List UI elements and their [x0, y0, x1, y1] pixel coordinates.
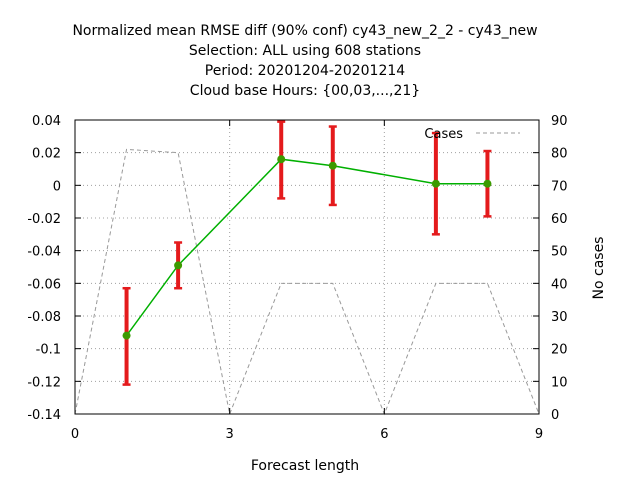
y-tick-label: -0.12 — [27, 375, 61, 390]
axis-ticks — [74, 119, 540, 415]
chart-title: Normalized mean RMSE diff (90% conf) cy4… — [72, 23, 537, 99]
title-line-3: Period: 20201204-20201214 — [205, 63, 405, 79]
y-tick-label: 0.02 — [32, 147, 61, 162]
cases-line — [74, 148, 540, 416]
x-tick-label: 9 — [535, 427, 543, 442]
y-tick-label: 0 — [53, 179, 61, 194]
y-tick-label: -0.06 — [27, 277, 61, 292]
title-line-1: Normalized mean RMSE diff (90% conf) cy4… — [72, 23, 537, 39]
x-tick-labels: 0 3 6 9 — [71, 427, 543, 442]
y2-tick-label: 20 — [551, 343, 568, 358]
data-point — [483, 179, 492, 188]
y-tick-label: -0.04 — [27, 245, 61, 260]
x-tick-label: 6 — [380, 427, 388, 442]
y-tick-label: -0.02 — [27, 212, 61, 227]
data-point — [174, 261, 183, 270]
x-axis-label: Forecast length — [251, 458, 359, 474]
legend-label-cases: Cases — [424, 127, 463, 142]
grid — [75, 120, 539, 414]
y2-tick-label: 40 — [551, 277, 568, 292]
x-tick-label: 0 — [71, 427, 79, 442]
x-tick-label: 3 — [226, 427, 234, 442]
plot-frame — [74, 119, 540, 415]
data-point — [431, 179, 440, 188]
series-line — [125, 158, 488, 337]
y2-tick-label: 10 — [551, 375, 568, 390]
data-point — [277, 155, 286, 164]
y2-tick-label: 0 — [551, 408, 559, 423]
cases-series — [74, 148, 540, 416]
y2-tick-labels: 0 10 20 30 40 50 60 70 80 90 — [551, 114, 568, 423]
legend: Cases — [424, 127, 520, 142]
y-tick-labels: 0.04 0.02 0 -0.02 -0.04 -0.06 -0.08 -0.1 -0.12 -0… — [27, 114, 61, 423]
y-tick-label: 0.04 — [32, 114, 61, 129]
title-line-2: Selection: ALL using 608 stations — [189, 43, 421, 59]
y2-tick-label: 70 — [551, 179, 568, 194]
data-point — [328, 161, 337, 170]
title-line-4: Cloud base Hours: {00,03,...,21} — [190, 83, 420, 99]
y-tick-label: -0.1 — [36, 343, 61, 358]
y2-tick-label: 90 — [551, 114, 568, 129]
y2-tick-label: 30 — [551, 310, 568, 325]
y-tick-label: -0.08 — [27, 310, 61, 325]
main-series — [122, 120, 492, 386]
data-point — [122, 331, 131, 340]
y2-tick-label: 50 — [551, 245, 568, 260]
y2-axis-label: No cases — [591, 237, 607, 300]
y2-tick-label: 80 — [551, 147, 568, 162]
y2-tick-label: 60 — [551, 212, 568, 227]
y-tick-label: -0.14 — [27, 408, 61, 423]
